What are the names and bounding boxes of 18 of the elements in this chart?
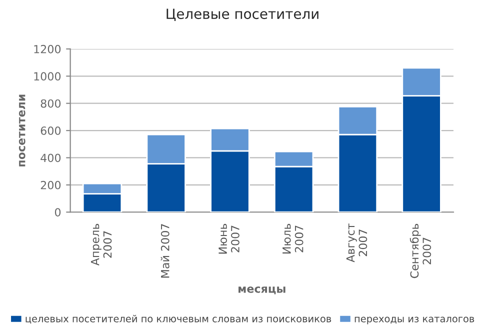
chart-title: Целевые посетители (166, 8, 318, 22)
x-axis-title: месяцы (238, 286, 286, 294)
y-tick-label: 800 (40, 99, 61, 108)
legend-label: целевых посетителей по ключевым словам из поисковиков (26, 314, 332, 324)
y-tick-label: 0 (54, 208, 61, 216)
y-tick-label: 1000 (34, 72, 61, 81)
x-tick-label: Май 2007 (160, 224, 170, 278)
y-tick-label: 400 (40, 154, 61, 162)
x-tick-label: Сентябрь 2007 (410, 224, 432, 278)
y-tick-label: 600 (40, 126, 61, 135)
y-axis-title: посетители (18, 94, 26, 166)
y-tick-label: 1200 (34, 44, 61, 54)
x-tick-label: Август 2007 (346, 224, 368, 262)
x-tick-label: Апрель 2007 (91, 224, 112, 266)
x-tick-label: Июль 2007 (282, 224, 304, 254)
legend-label: переходы из каталогов (354, 316, 474, 324)
x-tick-label: Июнь 2007 (218, 224, 240, 254)
y-tick-label: 200 (40, 180, 61, 190)
